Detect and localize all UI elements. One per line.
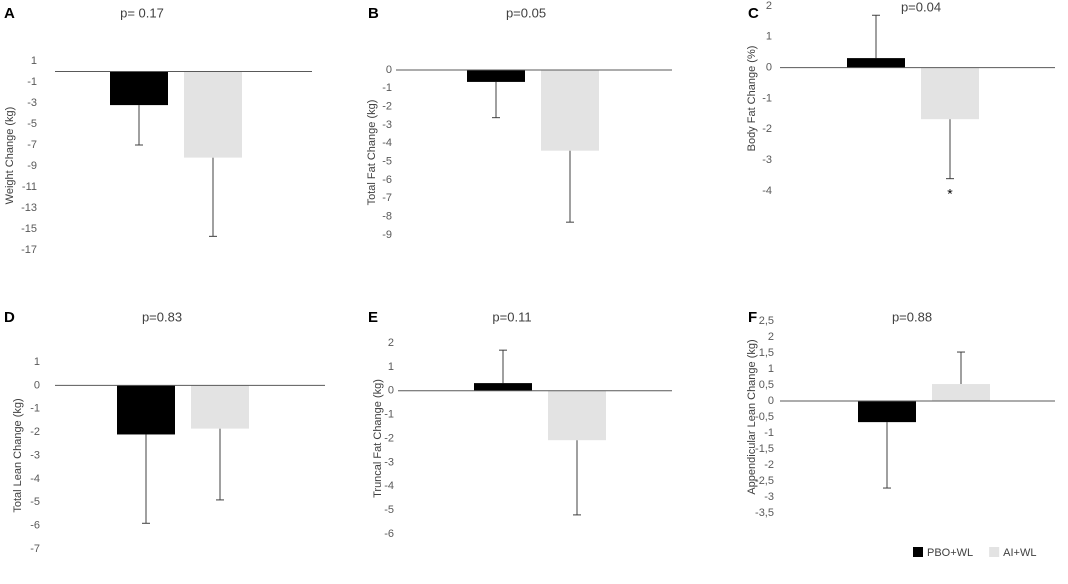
panel-letter: B [368,5,379,22]
y-tick-label: -9 [382,229,392,241]
y-tick-label: -5 [384,504,394,516]
y-tick-label: -2 [764,459,774,471]
legend-label: PBO+WL [927,547,973,559]
y-tick-label: -7 [27,139,37,151]
y-tick-label: -1 [764,427,774,439]
y-tick-label: -9 [27,160,37,172]
y-tick-label: -1 [762,92,772,104]
y-tick-label: -0,5 [755,411,774,423]
y-tick-label: 0,5 [759,379,774,391]
y-tick-label: -1 [382,82,392,94]
bar [110,71,168,106]
y-tick-label: -3 [27,97,37,109]
bar [184,71,242,158]
bar [847,58,905,68]
y-tick-label: -2 [384,432,394,444]
y-tick-label: 1,5 [759,347,774,359]
panel-title: p=0.83 [142,309,182,324]
y-tick-label: -4 [762,185,772,197]
y-tick-label: 0 [34,379,40,391]
annotation: * [947,185,953,201]
y-tick-label: -3,5 [755,507,774,519]
bar [474,383,532,391]
y-tick-label: -2 [762,123,772,135]
y-axis-label: Weight Change (kg) [4,107,16,205]
y-tick-label: -2 [382,101,392,113]
panel-title: p=0.88 [892,309,932,324]
bar [858,401,916,423]
y-axis-label: Appendicular Lean Change (kg) [746,339,758,494]
y-tick-label: 1 [766,31,772,43]
y-tick-label: -1,5 [755,443,774,455]
panel-letter: C [748,5,759,22]
panel-title: p=0.05 [506,5,546,20]
y-tick-label: 0 [766,62,772,74]
y-tick-label: -3 [764,491,774,503]
y-tick-label: -1 [27,76,37,88]
bar [921,67,979,120]
y-tick-label: 2 [766,0,772,12]
y-tick-label: 0 [388,385,394,397]
bar [467,70,525,82]
panel-letter: F [748,309,757,326]
y-tick-label: -7 [30,543,40,555]
y-tick-label: -11 [22,181,37,193]
y-tick-label: -6 [384,528,394,540]
y-tick-label: -2 [30,426,40,438]
y-tick-label: -2,5 [755,475,774,487]
legend-swatch [913,547,923,557]
y-tick-label: 2,5 [759,315,774,327]
panel-letter: E [368,309,378,326]
y-tick-label: -3 [384,456,394,468]
y-tick-label: 0 [768,395,774,407]
bar [541,70,599,151]
y-tick-label: 2 [388,337,394,349]
y-tick-label: -4 [382,137,392,149]
y-tick-label: -3 [382,119,392,131]
y-tick-label: -7 [382,192,392,204]
legend-swatch [989,547,1000,557]
y-tick-label: 2 [768,331,774,343]
legend-label: AI+WL [1003,547,1036,559]
y-tick-label: -17 [21,244,37,256]
y-tick-label: -15 [21,223,37,235]
y-tick-label: -6 [30,520,40,532]
panel-letter: A [4,5,15,22]
y-tick-label: 1 [768,363,774,375]
y-tick-label: -4 [384,480,394,492]
bar [548,390,606,441]
bar [191,385,249,429]
panel-title: p=0.11 [492,309,531,324]
y-tick-label: 1 [31,55,37,67]
y-tick-label: 1 [388,361,394,373]
panel-letter: D [4,309,15,326]
y-tick-label: -13 [21,202,37,214]
y-axis-label: Truncal Fat Change (kg) [372,379,384,498]
y-tick-label: -5 [30,496,40,508]
y-axis-label: Total Fat Change (kg) [366,100,378,206]
y-tick-label: 1 [34,356,40,368]
bar [932,384,990,401]
panel-title: p= 0.17 [120,5,164,20]
y-tick-label: -5 [27,118,37,130]
bar [117,385,175,435]
y-tick-label: -3 [762,154,772,166]
y-tick-label: -4 [30,473,40,485]
y-tick-label: -1 [384,409,394,421]
y-tick-label: -6 [382,174,392,186]
y-tick-label: -5 [382,156,392,168]
y-axis-label: Total Lean Change (kg) [12,398,24,512]
y-tick-label: 0 [386,64,392,76]
panel-title: p=0.04 [901,0,941,14]
y-axis-label: Body Fat Change (%) [746,46,758,152]
y-tick-label: -3 [30,449,40,461]
y-tick-label: -8 [382,211,392,223]
y-tick-label: -1 [30,403,40,415]
